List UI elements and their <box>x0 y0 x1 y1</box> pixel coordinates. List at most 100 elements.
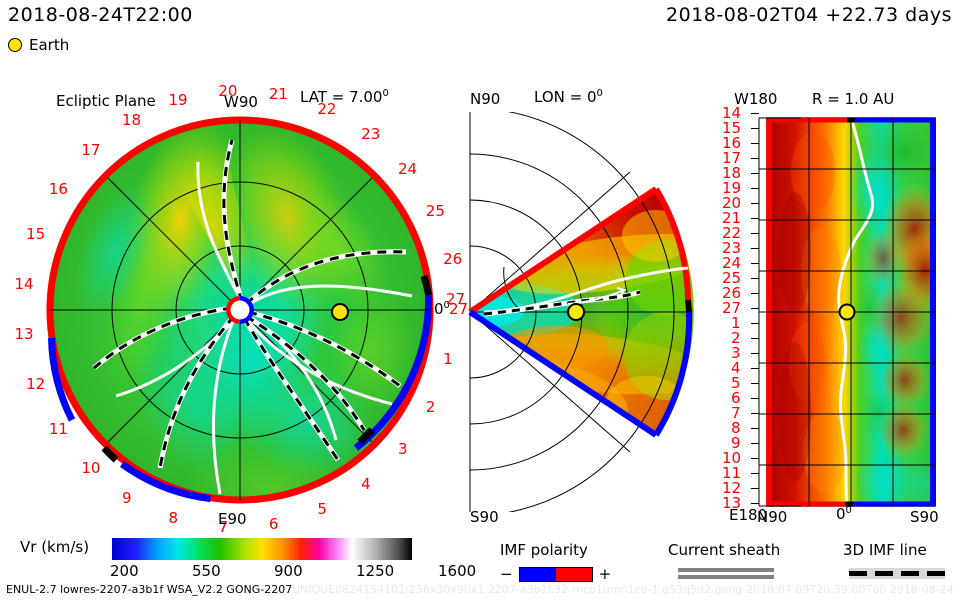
imf-line-3d-legend: 3D IMF line <box>843 541 945 579</box>
earth-legend-label: Earth <box>29 36 70 54</box>
colorbar-tick-200: 200 <box>110 562 139 580</box>
one-au-ytick-mark <box>751 203 759 204</box>
one-au-ytick-3: 3 <box>731 344 741 362</box>
right-timestamp: 2018-08-02T04 +22.73 days <box>666 4 952 26</box>
imf-line-3d-title: 3D IMF line <box>843 541 927 559</box>
one-au-ytick-mark <box>751 473 759 474</box>
ecliptic-rim-label-15: 15 <box>26 225 46 244</box>
colorbar-tick-1600: 1600 <box>438 562 477 580</box>
one-au-ytick-5: 5 <box>731 374 741 392</box>
one-au-ytick-mark <box>751 323 759 324</box>
ecliptic-rim-label-27: 27 <box>449 300 469 318</box>
right-panel-top-label: W180 <box>734 90 778 108</box>
polarity-negative-swatch <box>519 567 556 581</box>
one-au-ytick-6: 6 <box>731 389 741 407</box>
imf-polarity-legend: IMF polarity − + <box>500 541 611 583</box>
ec-zero-sup: 0 <box>443 300 450 311</box>
lat-degree-sup: 0 <box>382 88 389 99</box>
earth-icon <box>8 38 22 52</box>
ecliptic-bottom-label: E90 <box>218 510 247 528</box>
current-sheath-legend: Current sheath <box>668 541 780 579</box>
meridional-south-label: S90 <box>470 508 499 526</box>
earth-marker-one-au <box>838 303 856 321</box>
one-au-ytick-mark <box>751 188 759 189</box>
imf-polarity-title: IMF polarity <box>500 541 588 559</box>
one-au-ytick-17: 17 <box>722 149 742 167</box>
footer-watermark: UNIQUE0824154101/256x30x90x1.2207-a3b1f.… <box>292 583 954 596</box>
colorbar-tick-1250: 1250 <box>356 562 395 580</box>
right-panel-xtick-n90: N90 <box>757 508 788 526</box>
one-au-ytick-18: 18 <box>722 164 742 182</box>
one-au-ytick-mark <box>751 113 759 114</box>
one-au-ytick-mark <box>751 443 759 444</box>
meridional-polarity-edges <box>468 186 693 438</box>
one-au-ytick-2: 2 <box>731 329 741 347</box>
ecliptic-rim-label-14: 14 <box>14 274 34 293</box>
one-au-ytick-mark <box>751 263 759 264</box>
ecliptic-rim-label-11: 11 <box>48 419 68 438</box>
one-au-ytick-mark <box>751 413 759 414</box>
current-sheath-bar-1 <box>678 568 774 572</box>
ecliptic-rim-label-5: 5 <box>317 500 327 519</box>
ecliptic-panel-title: Ecliptic Plane <box>56 92 156 110</box>
one-au-ytick-16: 16 <box>722 134 742 152</box>
ecliptic-top-label: W90 <box>224 93 258 111</box>
ecliptic-rim-label-25: 25 <box>425 202 445 221</box>
current-sheath-title: Current sheath <box>668 541 781 559</box>
ecliptic-rim-label-2: 2 <box>425 397 436 416</box>
imf-line-3d-swatch <box>849 568 945 579</box>
ecliptic-latitude-label: LAT = 7.000 <box>300 88 389 106</box>
meridional-imf-3d <box>483 290 641 316</box>
one-au-ytick-1: 1 <box>731 314 741 332</box>
ecliptic-rim-label-22: 22 <box>317 99 337 118</box>
ecliptic-rim-label-19: 19 <box>168 91 188 110</box>
one-au-ytick-21: 21 <box>722 209 742 227</box>
ecliptic-rim-label-7: 7 <box>218 517 228 536</box>
one-au-ytick-mark <box>751 398 759 399</box>
one-au-ytick-mark <box>751 503 759 504</box>
ec-zero-text: 0 <box>434 300 444 318</box>
one-au-ytick-4: 4 <box>731 359 741 377</box>
ecliptic-rim-label-21: 21 <box>268 85 288 104</box>
right-panel-bottom-label: E180 <box>729 506 768 524</box>
one-au-axis-frame <box>758 117 801 507</box>
meridional-longitude-label: LON = 00 <box>534 88 603 106</box>
earth-marker-ecliptic <box>331 303 349 321</box>
one-au-ytick-mark <box>751 143 759 144</box>
meridional-left-rim-label: 27 <box>446 290 466 308</box>
earth-marker-meridional <box>567 303 585 321</box>
ecliptic-rim-label-16: 16 <box>48 180 68 199</box>
ecliptic-right-zero-label: 00 <box>434 300 450 318</box>
colorbar-swatch <box>112 538 412 560</box>
one-au-ytick-8: 8 <box>731 419 741 437</box>
one-au-ytick-mark <box>751 233 759 234</box>
ecliptic-rim-label-8: 8 <box>168 508 179 527</box>
one-au-ytick-15: 15 <box>722 119 742 137</box>
ecliptic-rim-label-13: 13 <box>14 325 34 344</box>
earth-legend: Earth <box>8 36 69 54</box>
right-panel-xtick-zero: 00 <box>836 505 852 523</box>
one-au-ytick-10: 10 <box>722 449 742 467</box>
colorbar-label: Vr (km/s) <box>20 538 90 556</box>
one-au-ytick-13: 13 <box>722 494 742 512</box>
one-au-ytick-25: 25 <box>722 269 742 287</box>
xtick-degree-sup: 0 <box>845 505 852 516</box>
one-au-ytick-mark <box>751 173 759 174</box>
one-au-ytick-mark <box>751 353 759 354</box>
one-au-ytick-mark <box>751 488 759 489</box>
ecliptic-rim-label-18: 18 <box>122 111 142 130</box>
current-sheath-bar-2 <box>678 575 774 579</box>
ecliptic-rim-label-1: 1 <box>443 350 453 369</box>
one-au-ytick-20: 20 <box>722 194 742 212</box>
polarity-positive-swatch <box>555 567 592 581</box>
one-au-ytick-mark <box>751 278 759 279</box>
ecliptic-rim-label-12: 12 <box>26 374 46 393</box>
one-au-ytick-mark <box>751 458 759 459</box>
one-au-ytick-mark <box>751 218 759 219</box>
meridional-north-label: N90 <box>470 90 501 108</box>
polarity-minus-sign: − <box>500 565 513 583</box>
ecliptic-rim-label-24: 24 <box>397 159 418 178</box>
one-au-ytick-27: 27 <box>722 299 742 317</box>
right-panel-xtick-s90: S90 <box>910 508 939 526</box>
